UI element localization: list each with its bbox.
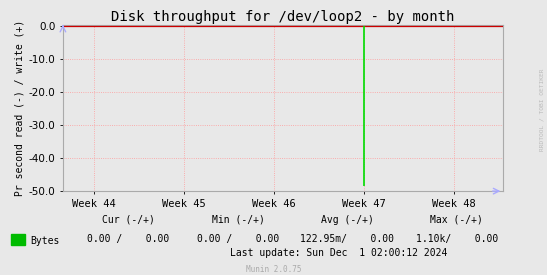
Text: Cur (-/+): Cur (-/+) [102,215,155,225]
Title: Disk throughput for /dev/loop2 - by month: Disk throughput for /dev/loop2 - by mont… [112,10,455,24]
Text: 0.00 /    0.00: 0.00 / 0.00 [88,234,170,244]
Text: Munin 2.0.75: Munin 2.0.75 [246,265,301,274]
Y-axis label: Pr second read (-) / write (+): Pr second read (-) / write (+) [14,20,25,196]
Text: Last update: Sun Dec  1 02:00:12 2024: Last update: Sun Dec 1 02:00:12 2024 [230,248,448,258]
Text: Avg (-/+): Avg (-/+) [321,215,374,225]
Text: Min (-/+): Min (-/+) [212,215,264,225]
Text: 1.10k/    0.00: 1.10k/ 0.00 [416,234,498,244]
Text: Max (-/+): Max (-/+) [430,215,483,225]
Text: 122.95m/    0.00: 122.95m/ 0.00 [300,234,394,244]
Text: Bytes: Bytes [30,236,60,246]
Text: 0.00 /    0.00: 0.00 / 0.00 [197,234,279,244]
Text: RRDTOOL / TOBI OETIKER: RRDTOOL / TOBI OETIKER [539,69,544,151]
